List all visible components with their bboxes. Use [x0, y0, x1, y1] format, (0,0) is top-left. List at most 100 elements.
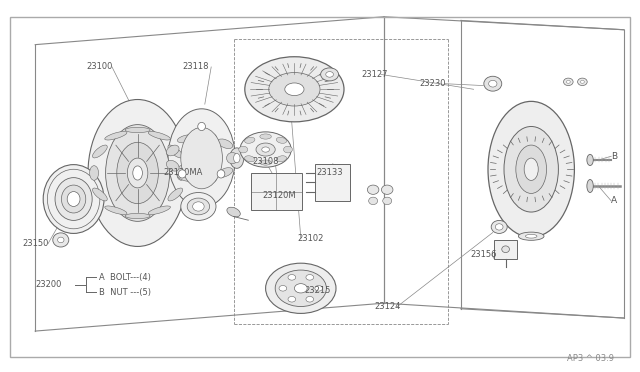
- Ellipse shape: [279, 286, 287, 291]
- Text: 23102: 23102: [298, 234, 324, 243]
- Ellipse shape: [61, 185, 86, 213]
- Ellipse shape: [306, 275, 314, 280]
- Ellipse shape: [125, 127, 150, 132]
- Ellipse shape: [244, 137, 255, 143]
- Ellipse shape: [55, 177, 92, 220]
- Ellipse shape: [168, 145, 182, 158]
- Text: A  BOLT---(4): A BOLT---(4): [99, 273, 151, 282]
- Ellipse shape: [168, 109, 236, 208]
- Ellipse shape: [275, 270, 326, 307]
- Ellipse shape: [188, 198, 210, 215]
- Ellipse shape: [587, 179, 593, 193]
- Text: 23127: 23127: [362, 70, 388, 79]
- Ellipse shape: [369, 197, 378, 205]
- Ellipse shape: [518, 232, 544, 240]
- Ellipse shape: [90, 166, 99, 180]
- Text: 23230: 23230: [419, 79, 445, 88]
- Ellipse shape: [367, 185, 379, 194]
- Ellipse shape: [564, 78, 573, 86]
- Bar: [251, 173, 302, 210]
- Ellipse shape: [489, 80, 497, 87]
- Ellipse shape: [383, 197, 392, 205]
- Ellipse shape: [326, 71, 333, 77]
- Ellipse shape: [245, 57, 344, 122]
- Ellipse shape: [177, 166, 186, 180]
- Ellipse shape: [166, 145, 179, 156]
- Ellipse shape: [306, 296, 314, 302]
- Ellipse shape: [566, 80, 570, 83]
- Ellipse shape: [133, 166, 143, 180]
- Ellipse shape: [269, 73, 320, 106]
- Text: 23215: 23215: [304, 286, 330, 295]
- Ellipse shape: [168, 188, 182, 201]
- Ellipse shape: [197, 177, 216, 183]
- Text: 23150: 23150: [22, 239, 49, 248]
- Ellipse shape: [288, 296, 296, 302]
- Ellipse shape: [197, 133, 216, 140]
- Ellipse shape: [504, 126, 558, 212]
- Text: 23156: 23156: [470, 250, 497, 259]
- Text: AP3 ^ 03.9: AP3 ^ 03.9: [568, 354, 614, 363]
- Ellipse shape: [148, 131, 170, 140]
- Ellipse shape: [148, 206, 170, 215]
- Ellipse shape: [193, 202, 204, 211]
- Ellipse shape: [587, 154, 593, 166]
- Ellipse shape: [315, 286, 323, 291]
- Ellipse shape: [525, 234, 537, 238]
- Ellipse shape: [93, 188, 108, 201]
- Ellipse shape: [166, 160, 179, 171]
- Ellipse shape: [177, 173, 195, 182]
- Ellipse shape: [256, 143, 275, 156]
- Ellipse shape: [580, 80, 584, 83]
- Ellipse shape: [67, 192, 80, 206]
- Ellipse shape: [260, 160, 271, 165]
- Ellipse shape: [217, 170, 225, 178]
- Ellipse shape: [58, 237, 64, 243]
- Text: 23118: 23118: [182, 62, 209, 71]
- Ellipse shape: [284, 146, 292, 153]
- Ellipse shape: [198, 122, 205, 131]
- Ellipse shape: [127, 158, 148, 188]
- Bar: [494, 240, 517, 259]
- Ellipse shape: [321, 68, 339, 81]
- Ellipse shape: [177, 135, 195, 143]
- Text: 23100: 23100: [86, 62, 113, 71]
- Ellipse shape: [180, 127, 223, 189]
- Ellipse shape: [227, 207, 240, 217]
- Text: 23133: 23133: [317, 169, 344, 177]
- Ellipse shape: [524, 158, 538, 180]
- Ellipse shape: [578, 78, 588, 86]
- Ellipse shape: [116, 142, 159, 203]
- Text: 23124: 23124: [374, 302, 401, 311]
- Ellipse shape: [484, 76, 502, 91]
- Ellipse shape: [285, 83, 304, 96]
- Ellipse shape: [230, 148, 244, 168]
- Ellipse shape: [240, 132, 291, 167]
- Ellipse shape: [52, 233, 69, 247]
- Ellipse shape: [260, 134, 271, 139]
- Ellipse shape: [381, 185, 393, 194]
- Ellipse shape: [234, 153, 240, 163]
- Ellipse shape: [239, 146, 248, 153]
- Text: B: B: [611, 152, 618, 161]
- Ellipse shape: [488, 101, 575, 237]
- Ellipse shape: [218, 168, 233, 177]
- Ellipse shape: [294, 283, 307, 293]
- Ellipse shape: [179, 170, 186, 178]
- Ellipse shape: [288, 275, 296, 280]
- Ellipse shape: [44, 164, 104, 234]
- Ellipse shape: [276, 137, 287, 143]
- Ellipse shape: [227, 153, 238, 164]
- Ellipse shape: [244, 156, 255, 162]
- Ellipse shape: [93, 145, 108, 158]
- Ellipse shape: [88, 99, 188, 246]
- Ellipse shape: [105, 131, 127, 140]
- Ellipse shape: [492, 220, 508, 234]
- Ellipse shape: [105, 206, 127, 215]
- Ellipse shape: [276, 156, 287, 162]
- Text: 23108: 23108: [253, 157, 279, 166]
- Ellipse shape: [262, 147, 269, 152]
- Text: A: A: [611, 196, 618, 205]
- Text: 23120M: 23120M: [262, 191, 296, 200]
- Ellipse shape: [502, 246, 509, 253]
